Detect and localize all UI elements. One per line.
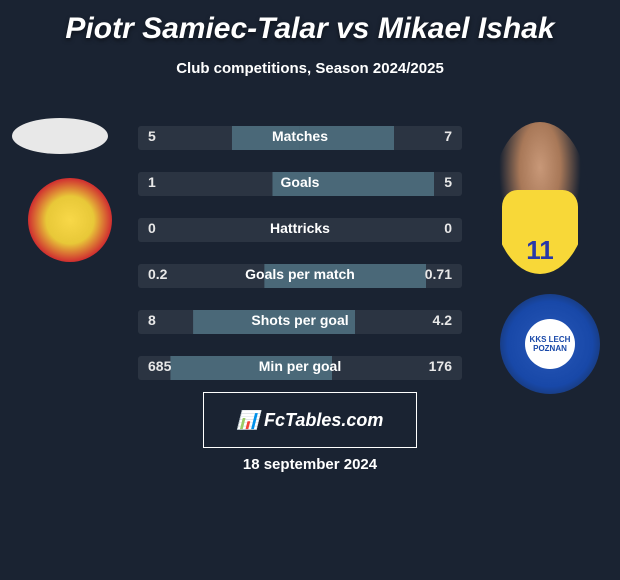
stat-row: 0 0 Hattricks [138,218,462,242]
stat-value-left: 8 [148,312,156,328]
stat-label: Goals [281,174,320,190]
chart-icon: 📊 [237,410,259,430]
stat-value-right: 4.2 [433,312,452,328]
stat-label: Shots per goal [251,312,348,328]
stat-value-left: 685 [148,358,171,374]
player-right-jersey: 11 [502,190,579,274]
stat-row: 5 7 Matches [138,126,462,150]
stat-row: 0.2 0.71 Goals per match [138,264,462,288]
stat-value-right: 7 [444,128,452,144]
brand-label: FcTables.com [264,410,383,430]
stat-row: 1 5 Goals [138,172,462,196]
stat-value-right: 0.71 [425,266,452,282]
stat-fill-right [300,172,434,196]
jersey-number: 11 [526,235,554,266]
page-title: Piotr Samiec-Talar vs Mikael Ishak [0,0,620,46]
stat-label: Goals per match [245,266,355,282]
stat-label: Hattricks [270,220,330,236]
footer-brand-text: 📊 FcTables.com [237,410,384,431]
footer-brand-box: 📊 FcTables.com [203,392,417,448]
club-right-subtext: POZNAN [533,344,567,353]
club-right-badge-inner: KKS LECH POZNAN [525,319,575,369]
stats-container: 5 7 Matches 1 5 Goals 0 0 Hattricks 0.2 0.71 Goals … [138,126,462,402]
player-right-avatar: 11 [492,122,588,274]
club-right-badge: KKS LECH POZNAN [500,294,600,394]
club-left-badge [28,178,112,262]
player-left-avatar [12,118,108,154]
stat-value-right: 176 [429,358,452,374]
stat-label: Matches [272,128,328,144]
page-subtitle: Club competitions, Season 2024/2025 [0,60,620,77]
footer-date: 18 september 2024 [243,456,377,473]
stat-label: Min per goal [259,358,341,374]
stat-value-left: 1 [148,174,156,190]
stat-value-left: 0.2 [148,266,167,282]
stat-value-left: 0 [148,220,156,236]
stat-row: 685 176 Min per goal [138,356,462,380]
stat-value-right: 5 [444,174,452,190]
stat-row: 8 4.2 Shots per goal [138,310,462,334]
stat-value-left: 5 [148,128,156,144]
stat-value-right: 0 [444,220,452,236]
club-right-text: KKS LECH [530,335,571,344]
